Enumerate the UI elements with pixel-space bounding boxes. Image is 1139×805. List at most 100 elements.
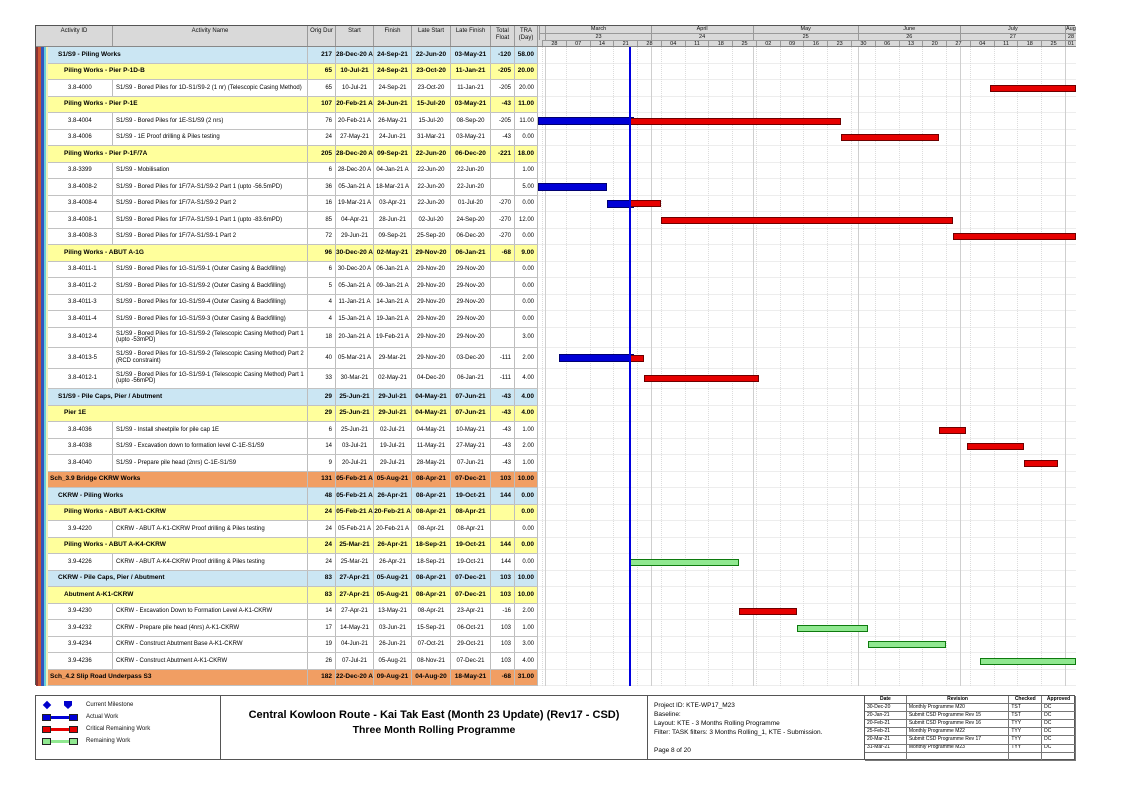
cell-activity-name: S1/S9 - Bored Piles for 1G-S1/S9-1 (Tele… [113,368,308,388]
gantt-row [538,488,1076,505]
cell-start: 14-May-21 [336,620,374,636]
cell-late-finish: 06-Dec-20 [451,228,491,244]
cell-tra: 1.00 [515,620,538,636]
cell-late-start: 22-Jun-20 [412,195,451,211]
cell-finish: 26-Jun-21 [374,636,412,652]
cell-late-finish: 29-Nov-20 [451,311,491,327]
cell-finish: 24-Sep-21 [374,80,412,96]
cell-total-float: 103 [491,636,515,652]
cell-finish: 09-Sep-21 [374,146,412,162]
activity-table: S1/S9 - Piling Works 217 28-Dec-20 A 24-Sep… [36,47,538,686]
revision-cell: Monthly Programme M20 [907,704,1010,712]
activity-row: 3.8-4008-4 S1/S9 - Bored Piles for 1F/7A-… [48,195,538,212]
cell-start: 27-Apr-21 [336,570,374,586]
timeline-week-label: 01 [1064,40,1076,46]
timeline-week-label: 25 [1041,40,1065,46]
timeline-period-label: 25 [752,33,858,40]
cell-tra: 2.00 [515,348,538,368]
activity-row: 3.8-3399 S1/S9 - Mobilisation 6 28-Dec-20 A… [48,162,538,179]
group-row: Piling Works - Pier P-1E 107 20-Feb-21 A 24… [48,96,538,113]
cell-late-start: 25-Sep-20 [412,228,451,244]
cell-late-finish: 22-Jun-20 [451,179,491,195]
cell-finish: 26-Apr-21 [374,537,412,553]
timeline-week-label: 04 [969,40,994,46]
cell-orig-dur: 6 [308,162,336,178]
cell-start: 27-May-21 [336,129,374,145]
week-gridline [946,47,948,686]
gantt-bar-critical [738,608,797,616]
month-gridline [1064,47,1066,686]
gantt-bar-remaining [980,657,1076,665]
gantt-bar-remaining [630,558,739,566]
cell-tra: 2.00 [515,438,538,454]
cell-late-finish: 07-Dec-21 [451,570,491,586]
gantt-row [538,212,1076,229]
cell-finish: 19-Feb-21 A [374,327,412,347]
milestone-diamond-icon [42,700,52,710]
cell-tra: 0.00 [515,488,538,504]
cell-orig-dur: 40 [308,348,336,368]
cell-finish: 05-Aug-21 [374,570,412,586]
week-gridline [874,47,876,686]
revision-header-row: Date Revision Checked Approved [865,696,1076,705]
cell-activity-id: 3.9-4230 [48,603,113,619]
cell-late-start: 22-Jun-20 [412,162,451,178]
cell-activity-name: S1/S9 - Excavation down to formation lev… [113,438,308,454]
group-row: CKRW - Pile Caps, Pier / Abutment 83 27-Ap… [48,570,538,587]
cell-activity-id: 3.9-4232 [48,620,113,636]
week-gridline [660,47,662,686]
cell-tra: 18.00 [515,146,538,162]
cell-activity-id: 3.8-4008-4 [48,195,113,211]
cell-tra: 4.00 [515,368,538,388]
cell-tra: 0.00 [515,294,538,310]
gantt-row [538,64,1076,80]
cell-late-start: 18-Sep-21 [412,554,451,570]
cell-finish: 09-Sep-21 [374,228,412,244]
cell-total-float: -205 [491,80,515,96]
cell-late-finish: 29-Nov-20 [451,278,491,294]
cell-orig-dur: 29 [308,389,336,405]
gantt-bar-critical [840,134,940,142]
cell-late-start: 29-Nov-20 [412,261,451,277]
cell-tra: 0.00 [515,537,538,553]
cell-activity-name: CKRW - ABUT A-K1-CKRW Proof drilling & P… [113,521,308,537]
cell-activity-id: 3.8-4040 [48,455,113,471]
cell-late-finish: 07-Jun-21 [451,389,491,405]
timeline-week-label: 21 [613,40,638,46]
month-gridline [752,47,754,686]
gantt-row [538,278,1076,295]
cell-tra: 4.00 [515,389,538,405]
cell-tra: 10.00 [515,471,538,487]
cell-activity-name: S1/S9 - Install sheetpile for pile cap 1… [113,422,308,438]
cell-start: 30-Mar-21 [336,368,374,388]
cell-tra: 11.00 [515,96,538,112]
cell-group-name: Sch_3.9 Bridge CKRW Works [48,471,308,487]
cell-total-float: 103 [491,620,515,636]
cell-start: 27-Apr-21 [336,603,374,619]
cell-start: 28-Dec-20 A [336,162,374,178]
cell-activity-id: 3.8-4008-3 [48,228,113,244]
gantt-row [538,472,1076,488]
timeline-week-label: 23 [827,40,852,46]
bar-line-icon [51,739,69,743]
revision-table: Date Revision Checked Approved 30-Dec-20 Mont… [864,696,1076,761]
cell-finish: 26-Apr-21 [374,554,412,570]
activity-row: 3.9-4220 CKRW - ABUT A-K1-CKRW Proof dril… [48,521,538,538]
cell-tra: 2.00 [515,603,538,619]
cell-start: 25-Jun-21 [336,389,374,405]
timeline-period-label [538,33,546,40]
gantt-bar-actual [558,354,634,363]
gantt-row [538,637,1076,653]
cell-start: 05-Feb-21 A [336,471,374,487]
cell-late-finish: 03-May-21 [451,47,491,63]
cell-group-name: Piling Works - ABUT A-K1-CKRW [48,504,308,520]
group-row: Piling Works - Pier P-1D-B 65 10-Jul-21 24-… [48,63,538,80]
cell-total-float [491,294,515,310]
cell-activity-name: S1/S9 - Bored Piles for 1G-S1/S9-2 (Tele… [113,348,308,368]
cell-orig-dur: 24 [308,554,336,570]
timeline-week-label: 07 [565,40,590,46]
timeline-period-label: 28 [1064,33,1076,40]
revision-cell: 31-Mar-21 [865,744,907,752]
cell-finish: 18-Mar-21 A [374,179,412,195]
timeline-week-label: 30 [851,40,875,46]
